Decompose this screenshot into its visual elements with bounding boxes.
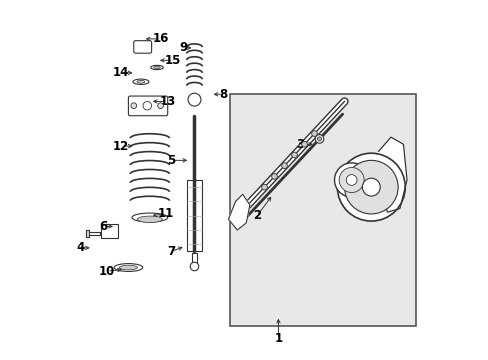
Ellipse shape: [132, 213, 167, 222]
Text: 4: 4: [76, 241, 84, 255]
Circle shape: [261, 184, 267, 190]
Text: 3: 3: [295, 138, 304, 151]
Text: 15: 15: [164, 54, 181, 67]
Ellipse shape: [119, 265, 137, 270]
Text: 13: 13: [159, 95, 176, 108]
Circle shape: [301, 141, 307, 147]
Bar: [191, 253, 197, 264]
Text: 6: 6: [99, 220, 107, 233]
Text: 2: 2: [252, 209, 261, 222]
Circle shape: [143, 102, 151, 110]
Circle shape: [311, 131, 317, 136]
Text: 7: 7: [167, 245, 175, 258]
Polygon shape: [378, 137, 406, 212]
Circle shape: [337, 153, 405, 221]
Text: 1: 1: [274, 333, 282, 346]
FancyBboxPatch shape: [134, 41, 151, 53]
Text: 8: 8: [219, 88, 227, 101]
Text: 10: 10: [99, 265, 115, 278]
Circle shape: [188, 93, 201, 106]
Ellipse shape: [150, 65, 163, 69]
FancyBboxPatch shape: [101, 224, 118, 238]
Ellipse shape: [153, 66, 160, 68]
Ellipse shape: [137, 216, 162, 222]
FancyBboxPatch shape: [128, 96, 167, 116]
Text: 11: 11: [158, 207, 174, 220]
Ellipse shape: [137, 80, 144, 83]
Bar: [85, 232, 100, 235]
Circle shape: [271, 174, 277, 179]
Circle shape: [190, 262, 198, 271]
Text: 12: 12: [113, 140, 129, 153]
Circle shape: [317, 137, 321, 141]
Polygon shape: [228, 194, 249, 230]
Bar: [85, 230, 89, 237]
Text: 14: 14: [113, 66, 129, 79]
Circle shape: [291, 152, 297, 158]
Circle shape: [362, 178, 380, 196]
Circle shape: [315, 135, 323, 143]
Ellipse shape: [114, 264, 142, 271]
FancyBboxPatch shape: [186, 180, 202, 251]
Bar: [230, 94, 415, 327]
Text: 16: 16: [152, 32, 168, 45]
Circle shape: [334, 163, 368, 197]
Text: 9: 9: [179, 41, 187, 54]
Text: 5: 5: [167, 154, 175, 167]
Circle shape: [131, 103, 136, 109]
Circle shape: [344, 160, 397, 214]
Circle shape: [281, 163, 287, 168]
Ellipse shape: [133, 79, 149, 85]
Circle shape: [157, 103, 163, 109]
Circle shape: [346, 175, 356, 185]
Circle shape: [339, 167, 364, 193]
